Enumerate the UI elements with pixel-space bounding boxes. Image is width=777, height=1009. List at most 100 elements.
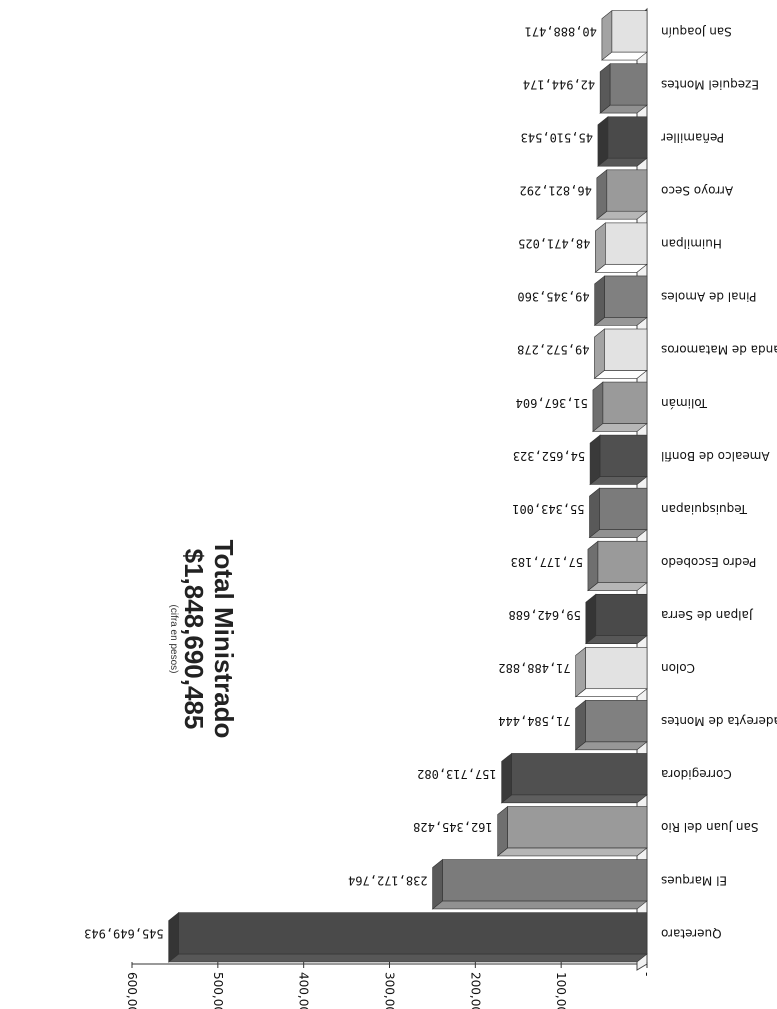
axis-tick-label: 600,000,000 — [125, 972, 139, 1009]
bar-value-label: 55,343,001 — [512, 502, 584, 516]
bar — [609, 63, 648, 106]
bar-top-face — [574, 688, 648, 698]
total-subtitle: (cifra en pesos) — [168, 605, 179, 674]
bar-group — [601, 10, 648, 61]
bar-top-face — [584, 635, 648, 644]
bar-group — [588, 487, 648, 539]
bar-end-face — [594, 328, 605, 380]
bar-end-face — [594, 275, 605, 326]
axis-tick-label: 500,000,000 — [211, 972, 225, 1009]
bar — [442, 859, 648, 902]
category-label: Tequisquiapan — [661, 502, 748, 516]
category-label: Huimilpan — [661, 237, 722, 251]
bar-group — [589, 434, 648, 486]
bar-value-label: 51,367,604 — [516, 396, 588, 410]
labels-layer: - 100,000,000 200,000,000 300,000,000 400,00… — [84, 24, 777, 1009]
category-label: Pedro Escobedo — [661, 555, 756, 569]
bar-end-face — [501, 752, 512, 804]
bar-value-label: 40,888,471 — [525, 24, 597, 38]
bar-value-label: 49,572,278 — [517, 343, 589, 357]
bar-top-face — [496, 847, 648, 857]
bar-top-face — [574, 741, 648, 751]
bar-value-label: 238,172,764 — [348, 873, 427, 887]
bar-group — [599, 63, 648, 114]
bar — [178, 912, 648, 955]
bars-layer — [167, 10, 648, 963]
axis-tick-label: 300,000,000 — [383, 972, 397, 1009]
bar — [604, 275, 648, 318]
bar-end-face — [432, 858, 443, 910]
bar-group — [500, 752, 648, 804]
bar-group — [593, 328, 648, 380]
bar-end-face — [597, 116, 609, 167]
bar-group — [496, 805, 648, 857]
bar-end-face — [595, 222, 606, 273]
bar-value-label: 162,345,428 — [413, 820, 492, 834]
bar-end-face — [585, 593, 597, 645]
bar-end-face — [601, 10, 613, 61]
category-label: Peñamiller — [661, 130, 724, 144]
category-label: Arroyo Seco — [661, 184, 733, 198]
bar-end-face — [596, 169, 608, 220]
bar — [507, 806, 648, 849]
bar-value-label: 46,821,292 — [520, 184, 592, 198]
bar — [604, 328, 648, 371]
category-label: San Joaquín — [661, 24, 732, 38]
bar-group — [574, 699, 648, 751]
bar-value-label: 57,177,183 — [511, 555, 583, 569]
bar-value-label: 59,642,688 — [509, 608, 581, 622]
bar-value-label: 49,345,360 — [517, 290, 589, 304]
axis-tick-label: 200,000,000 — [468, 972, 482, 1009]
category-label: El Marques — [661, 873, 727, 887]
bar-top-face — [431, 900, 648, 910]
bar — [599, 487, 648, 530]
bar-end-face — [592, 381, 604, 433]
bar-end-face — [575, 646, 586, 698]
bar — [585, 700, 648, 743]
total-title: Total Ministrado — [209, 540, 239, 739]
category-label: Landa de Matamoros — [661, 343, 777, 357]
bar-top-face — [500, 794, 648, 804]
category-label: Tolimán — [661, 396, 708, 410]
category-label: Corregidora — [661, 767, 732, 781]
bar-group — [574, 646, 648, 698]
category-label: Pinal de Amoles — [661, 290, 756, 304]
category-label: Amealco de Bonfil — [661, 449, 770, 463]
bar-group — [587, 540, 648, 592]
bar-group — [593, 275, 648, 326]
category-label: Colon — [661, 661, 695, 675]
bar-group — [597, 116, 648, 167]
bar — [597, 540, 648, 583]
bar-group — [431, 858, 648, 910]
bar-value-label: 157,713,082 — [417, 767, 496, 781]
bar-value-label: 71,488,882 — [498, 661, 570, 675]
category-label: San Juan del Rio — [661, 820, 758, 834]
bar-group — [595, 169, 648, 220]
bar — [605, 222, 648, 265]
bar — [606, 169, 648, 212]
bar — [611, 10, 648, 53]
bar — [511, 753, 648, 796]
bar-end-face — [587, 540, 599, 592]
category-label: Ezequiel Montes — [661, 77, 759, 91]
bar-value-label: 545,649,943 — [84, 926, 163, 940]
bar-value-label: 45,510,543 — [521, 130, 593, 144]
axis-tick-label: 100,000,000 — [554, 972, 568, 1009]
bar-end-face — [599, 63, 611, 114]
bar-end-face — [575, 699, 586, 751]
bar — [595, 593, 648, 636]
bar — [585, 647, 648, 690]
bar-group — [594, 222, 648, 273]
bar — [602, 381, 648, 424]
bar-end-face — [589, 434, 601, 486]
bar — [607, 116, 648, 159]
bar-end-face — [589, 487, 600, 539]
bar-value-label: 71,584,444 — [498, 714, 570, 728]
bar-value-label: 48,471,025 — [518, 237, 590, 251]
bar-value-label: 42,944,174 — [523, 77, 595, 91]
bar-value-label: 54,652,323 — [513, 449, 585, 463]
bar-top-face — [167, 953, 648, 963]
bar-group — [167, 911, 648, 963]
axis-tick-label: - — [640, 972, 654, 976]
